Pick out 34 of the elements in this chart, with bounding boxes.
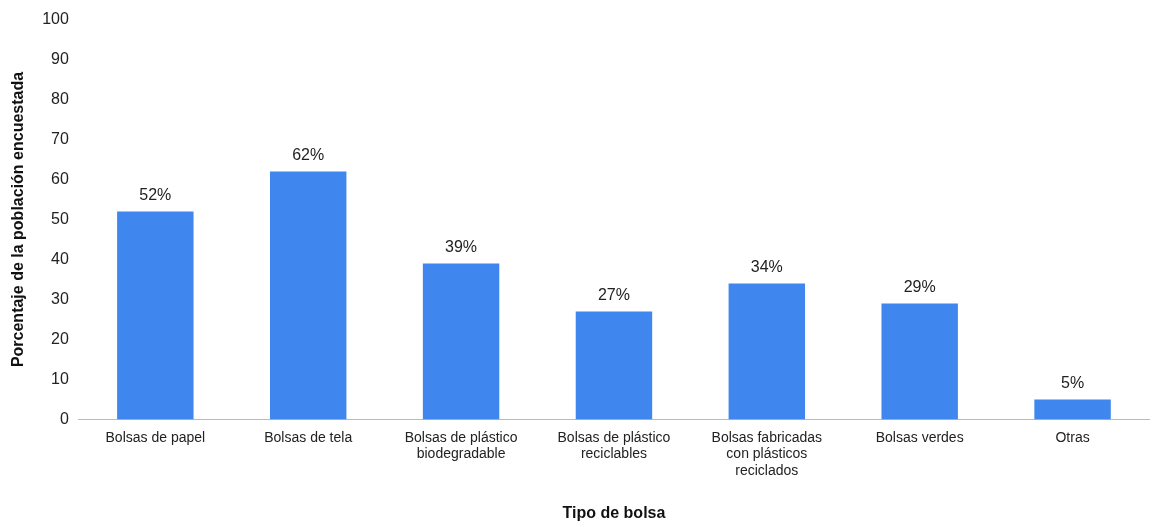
data-label: 62% — [292, 145, 325, 163]
x-tick-label: Otras — [1055, 428, 1090, 445]
x-tick-label: Bolsas fabricadas con plásticos reciclados — [711, 428, 823, 479]
data-label: 5% — [1061, 373, 1085, 391]
y-tick-label: 40 — [51, 249, 69, 267]
y-tick-label: 0 — [59, 409, 69, 427]
bar — [728, 283, 806, 420]
y-tick-label: 80 — [51, 89, 69, 107]
x-axis-title: Tipo de bolsa — [562, 503, 666, 521]
bar — [117, 211, 194, 420]
y-tick-label: 100 — [42, 10, 69, 28]
data-label: 34% — [750, 257, 783, 275]
x-tick-label: Bolsas de papel — [105, 428, 206, 445]
data-label: 39% — [445, 237, 478, 255]
y-axis-title: Porcentaje de la población encuestada — [9, 71, 27, 368]
bar — [422, 263, 500, 420]
x-tick-label: Bolsas verdes — [875, 428, 964, 445]
y-tick-label: 90 — [51, 49, 69, 67]
data-label: 52% — [139, 185, 172, 203]
x-tick-label: Bolsas de plástico biodegradable — [404, 428, 518, 462]
bar — [269, 171, 347, 420]
y-tick-label: 50 — [51, 209, 69, 227]
data-label: 29% — [903, 277, 936, 295]
y-tick-label: 70 — [51, 129, 69, 147]
bar — [881, 303, 958, 420]
bar — [1034, 399, 1111, 420]
bar — [575, 311, 653, 420]
y-tick-label: 30 — [51, 289, 69, 307]
x-tick-label: Bolsas de plástico reciclables — [557, 428, 671, 462]
data-label: 27% — [597, 285, 630, 303]
y-tick-label: 20 — [51, 329, 69, 347]
y-tick-label: 10 — [51, 369, 69, 387]
y-tick-label: 60 — [51, 169, 69, 187]
x-tick-label: Bolsas de tela — [264, 428, 353, 445]
